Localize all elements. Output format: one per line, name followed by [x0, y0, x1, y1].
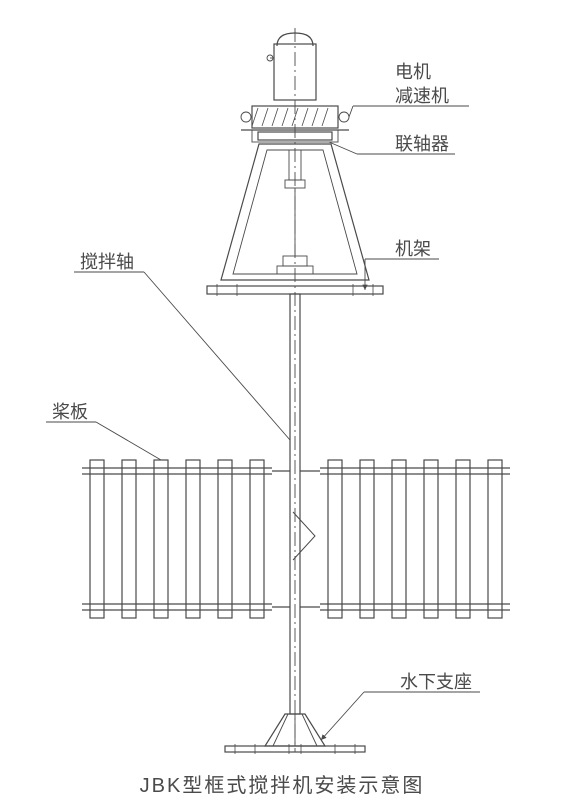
label-reducer: 减速机 — [395, 86, 449, 106]
label-motor: 电机 — [395, 62, 431, 82]
label-coupling: 联轴器 — [395, 134, 449, 154]
diagram-caption: JBK型框式搅拌机安装示意图 — [140, 774, 425, 797]
label-shaft: 搅拌轴 — [80, 252, 134, 272]
label-frame: 机架 — [395, 239, 431, 259]
label-paddle: 桨板 — [52, 402, 88, 422]
label-underwater-base: 水下支座 — [400, 672, 472, 692]
